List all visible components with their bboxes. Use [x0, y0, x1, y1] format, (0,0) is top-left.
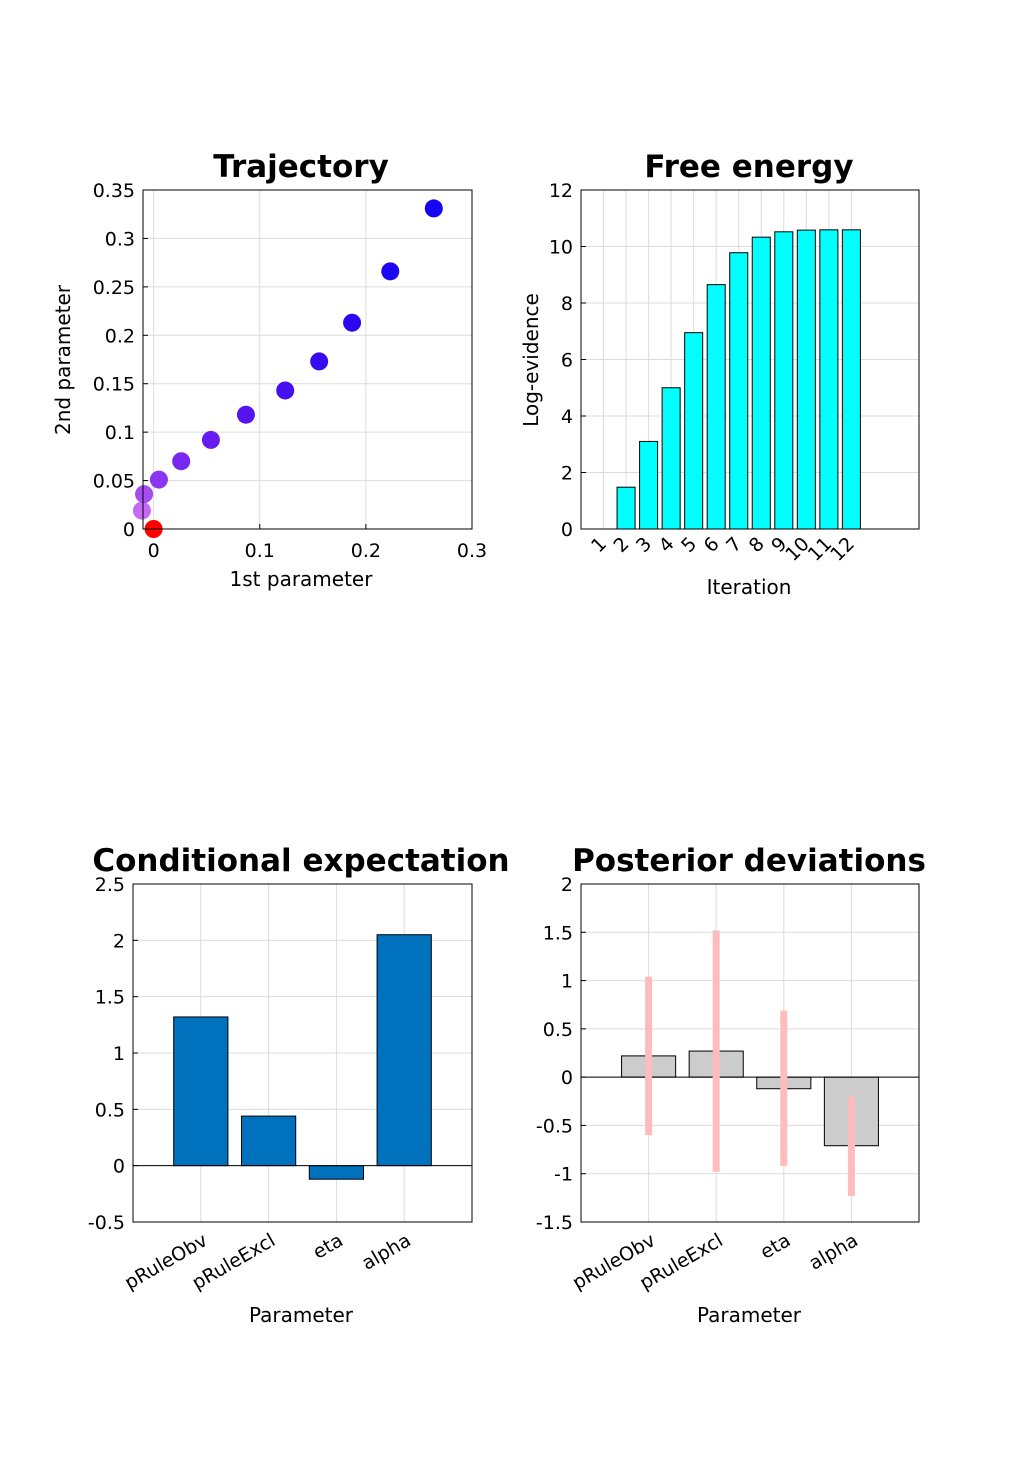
- free-energy-bar-7: [729, 252, 749, 530]
- free-energy-bar-6: [706, 284, 726, 530]
- posterior-deviations-ytick-label: -0.5: [536, 1115, 573, 1137]
- posterior-deviations-ytick-label: -1.5: [536, 1212, 573, 1234]
- free-energy-bar-12: [841, 229, 861, 530]
- free-energy-xtick-label: 6: [700, 533, 724, 557]
- free-energy-bar-4: [661, 387, 681, 530]
- conditional-expectation-ytick-label: 1.5: [95, 987, 125, 1009]
- free-energy-axes-frame: [580, 189, 920, 530]
- free-energy-xtick-label: 5: [677, 533, 701, 557]
- trajectory-ytick-label: 0.35: [93, 180, 135, 202]
- free-energy-xtick-label: 1: [587, 533, 611, 557]
- conditional-expectation-ytick-label: 0: [113, 1156, 125, 1178]
- trajectory-point-9: [310, 352, 329, 371]
- trajectory-xtick-label: 0.3: [457, 540, 487, 562]
- trajectory-point-6: [201, 430, 220, 449]
- trajectory-title: Trajectory: [213, 149, 389, 185]
- trajectory-ytick-label: 0.1: [105, 422, 135, 444]
- trajectory-point-2: [132, 501, 151, 520]
- posterior-deviations-panel: Posterior deviations Parameter -1.5 -1 -0.…: [536, 843, 926, 1327]
- trajectory-ytick-label: 0.3: [105, 228, 135, 250]
- trajectory-xtick-label: 0: [148, 540, 160, 562]
- free-energy-xtick-label: 12: [826, 533, 859, 566]
- free-energy-xtick-label: 8: [745, 533, 769, 557]
- trajectory-xtick-label: 0.2: [351, 540, 381, 562]
- conditional-expectation-ytick-label: 0.5: [95, 1099, 125, 1121]
- trajectory-xlabel: 1st parameter: [230, 567, 374, 591]
- conditional-expectation-ytick-label: 1: [113, 1043, 125, 1065]
- posterior-deviations-xlabel: Parameter: [697, 1303, 802, 1327]
- conditional-expectation-title: Conditional expectation: [92, 843, 509, 879]
- conditional-expectation-ytick-label: -0.5: [88, 1212, 125, 1234]
- free-energy-ytick-label: 8: [561, 293, 573, 315]
- conditional-expectation-axes-frame: [132, 883, 473, 1223]
- trajectory-point-10: [343, 313, 362, 332]
- free-energy-xlabel: Iteration: [707, 575, 792, 599]
- free-energy-ylabel: Log-evidence: [519, 293, 543, 427]
- trajectory-ytick-label: 0.15: [93, 374, 135, 396]
- free-energy-bar-5: [684, 332, 704, 530]
- posterior-deviations-ytick-label: -1: [554, 1164, 573, 1186]
- trajectory-ytick-label: 0.2: [105, 325, 135, 347]
- free-energy-ytick-label: 10: [549, 237, 573, 259]
- conditional-expectation-ytick-label: 2.5: [95, 874, 125, 896]
- free-energy-bar-3: [639, 440, 659, 530]
- conditional-expectation-panel: Conditional expectation Parameter -0.5 0 0…: [88, 843, 510, 1327]
- conditional-expectation-xtick-label: alpha: [358, 1229, 415, 1274]
- trajectory-ytick-label: 0.05: [93, 471, 135, 493]
- free-energy-ytick-label: 12: [549, 180, 573, 202]
- posterior-deviations-xtick-label: eta: [757, 1229, 795, 1263]
- posterior-deviations-ytick-label: 2: [561, 874, 573, 896]
- free-energy-ytick-label: 0: [561, 519, 573, 541]
- free-energy-ytick-label: 6: [561, 350, 573, 372]
- conditional-expectation-bar-alpha: [376, 934, 432, 1167]
- trajectory-point-11: [381, 262, 400, 281]
- free-energy-xtick-label: 7: [722, 533, 746, 557]
- trajectory-ytick-label: 0: [123, 519, 135, 541]
- trajectory-panel: Trajectory 1st parameter 2nd parameter 0…: [51, 149, 487, 591]
- free-energy-xtick-label: 2: [609, 533, 633, 557]
- trajectory-xtick-label: 0.1: [245, 540, 275, 562]
- trajectory-point-5: [172, 452, 191, 471]
- trajectory-point-3: [135, 485, 154, 504]
- conditional-expectation-xlabel: Parameter: [249, 1303, 354, 1327]
- conditional-expectation-bar-pruleexcl: [240, 1115, 297, 1167]
- posterior-deviations-ytick-label: 1: [561, 971, 573, 993]
- free-energy-bar-11: [819, 229, 839, 530]
- trajectory-point-8: [276, 381, 295, 400]
- free-energy-panel: Free energy Iteration Log-evidence 02468…: [519, 149, 920, 599]
- trajectory-ytick-label: 0.25: [93, 277, 135, 299]
- trajectory-point-12: [424, 199, 443, 218]
- posterior-deviations-ytick-label: 0.5: [543, 1019, 573, 1041]
- free-energy-bar-8: [751, 236, 771, 530]
- free-energy-ytick-label: 4: [561, 406, 573, 428]
- trajectory-point-4: [149, 470, 168, 489]
- posterior-deviations-ytick-label: 0: [561, 1067, 573, 1089]
- conditional-expectation-bar-eta: [308, 1165, 365, 1180]
- trajectory-ylabel: 2nd parameter: [51, 284, 75, 435]
- trajectory-point-7: [236, 405, 255, 424]
- free-energy-ytick-label: 2: [561, 463, 573, 485]
- posterior-deviations-xtick-label: alpha: [805, 1229, 862, 1274]
- free-energy-xtick-label: 4: [655, 533, 679, 557]
- free-energy-title: Free energy: [644, 149, 853, 185]
- conditional-expectation-xtick-label: eta: [309, 1229, 347, 1263]
- posterior-deviations-ytick-label: 1.5: [543, 922, 573, 944]
- conditional-expectation-ytick-label: 2: [113, 930, 125, 952]
- free-energy-bar-9: [774, 231, 794, 530]
- free-energy-bar-2: [616, 486, 636, 530]
- trajectory-axes-frame: [142, 189, 473, 530]
- posterior-deviations-axes-frame: [580, 883, 920, 1223]
- conditional-expectation-bar-pruleobv: [173, 1016, 229, 1167]
- free-energy-xtick-label: 3: [632, 533, 656, 557]
- free-energy-bar-10: [796, 229, 816, 530]
- posterior-deviations-title: Posterior deviations: [572, 843, 926, 879]
